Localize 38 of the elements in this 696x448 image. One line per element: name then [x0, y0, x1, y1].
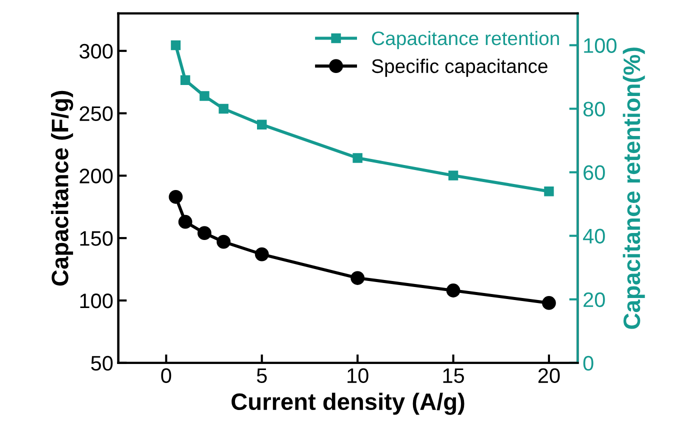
y2-tick-label: 80 [583, 102, 605, 116]
point [198, 226, 212, 240]
point [257, 120, 267, 130]
x-tick-label: 10 [348, 368, 368, 384]
point [180, 75, 190, 86]
y2-axis-title: Capacitance retention(%) [622, 48, 645, 329]
point [200, 91, 210, 101]
x-tick-label: 20 [538, 368, 560, 384]
point [446, 284, 460, 298]
point [350, 271, 365, 285]
x-tick-label: 15 [443, 368, 464, 384]
point [168, 190, 183, 204]
point [178, 214, 192, 229]
y-tick-label: 50 [91, 356, 113, 371]
x-tick-label: 5 [256, 368, 267, 384]
y2-tick-label: 40 [583, 228, 605, 244]
y2-tick-label: 20 [584, 292, 605, 308]
x-tick-label: 0 [161, 368, 172, 384]
y-tick-label: 150 [80, 231, 113, 246]
y-tick-label: 250 [80, 106, 113, 122]
point [542, 296, 556, 310]
point [218, 104, 228, 114]
point [352, 153, 362, 163]
y-axis-title: Capacitance (F/g) [51, 90, 74, 286]
y2-tick-label: 0 [583, 356, 594, 371]
point [170, 40, 181, 50]
y2-tick-label: 60 [584, 165, 605, 180]
point [448, 170, 458, 180]
y2-tick-label: 100 [584, 38, 616, 53]
point [254, 247, 269, 262]
legend-label: Capacitance retention [372, 30, 559, 50]
point [216, 234, 231, 249]
y-tick-label: 200 [80, 168, 113, 184]
y-tick-label: 300 [79, 44, 113, 59]
x-axis-title: Current density (A/g) [232, 392, 464, 415]
y-tick-label: 100 [80, 293, 113, 308]
legend-label: Specific capacitance [372, 58, 548, 77]
point [544, 186, 554, 196]
